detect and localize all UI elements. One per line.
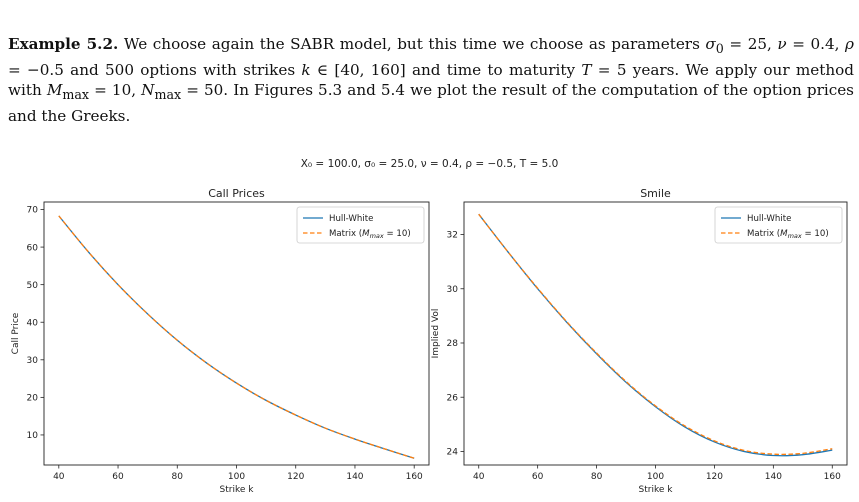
call-prices-xtick-label: 160 (406, 472, 423, 482)
smile-xtick-label: 120 (706, 472, 723, 482)
math-sigma: σ (705, 35, 716, 53)
smile-ytick-label: 24 (447, 448, 459, 458)
math-nu: ν (777, 35, 787, 53)
call-prices-xtick-label: 60 (112, 472, 124, 482)
smile-xtick-label: 160 (824, 472, 841, 482)
math-sub-max: max (62, 87, 90, 103)
smile-legend-box (714, 206, 843, 244)
math-k: k (301, 60, 311, 79)
call-prices-xtick-label: 140 (346, 472, 363, 482)
call-prices-xtick-label: 100 (228, 472, 245, 482)
call-prices-ytick-label: 30 (27, 356, 39, 366)
paragraph-text: = 25, (723, 35, 778, 53)
smile-ytick-label: 32 (447, 231, 458, 241)
paragraph-text: We choose again the SABR model, but this… (118, 35, 706, 53)
call-prices-legend-label: Matrix (Mmax = 10) (329, 229, 411, 240)
call-prices-ylabel: Call Price (11, 312, 21, 354)
call-prices-legend-label: Hull-White (329, 214, 373, 224)
paragraph-text: = −0.5 and 500 options with strikes (8, 60, 302, 79)
call-prices-series-matrix-line (58, 215, 415, 459)
smile-xtick-label: 40 (473, 472, 485, 482)
smile-legend-label: Matrix (Mmax = 10) (747, 229, 829, 240)
paragraph-text: = 50. In Figures 5.3 and 5.4 we plot the… (8, 81, 854, 125)
paragraph-text: = 0.4, (786, 35, 846, 53)
paragraph-text: = 5 years. We apply our method with (8, 60, 855, 100)
smile-xlabel: Strike k (639, 485, 674, 495)
call-prices-ytick-label: 50 (27, 281, 39, 291)
smile-xtick-label: 60 (532, 472, 544, 482)
paragraph-text: ∈ [40, 160] and time to maturity (310, 60, 582, 79)
call-prices-ytick-label: 70 (27, 206, 39, 216)
call-prices-series-hull-white-line (58, 215, 415, 459)
smile-ytick-label: 28 (447, 339, 459, 349)
paragraph-text: = 10, (89, 81, 142, 100)
smile-xtick-label: 140 (765, 472, 782, 482)
smile-ytick-label: 30 (447, 285, 459, 295)
call-prices-legend-box (296, 206, 425, 244)
smile-series-hull-white-line (478, 213, 833, 457)
figure-suptitle: X₀ = 100.0, σ₀ = 25.0, ν = 0.4, ρ = −0.5… (300, 158, 559, 170)
example-paragraph: Example 5.2. We choose again the SABR mo… (8, 34, 854, 126)
math-rho: ρ (845, 35, 854, 53)
call-prices-ytick-label: 10 (27, 431, 39, 441)
smile-xtick-label: 80 (591, 472, 603, 482)
smile-legend-label: Hull-White (747, 214, 791, 224)
smile-ylabel: Implied Vol (431, 309, 441, 359)
smile-series-matrix-line (478, 213, 833, 456)
smile-ytick-label: 26 (447, 393, 459, 403)
call-prices-xlabel: Strike k (220, 485, 255, 495)
math-N: N (141, 81, 155, 100)
call-prices-xtick-label: 120 (287, 472, 304, 482)
call-prices-ytick-label: 60 (27, 243, 39, 253)
math-sub-max: max (154, 87, 182, 103)
math-T: T (581, 60, 592, 79)
call-prices-ytick-label: 40 (27, 318, 39, 328)
smile-title: Smile (640, 187, 671, 200)
call-prices-ytick-label: 20 (27, 394, 39, 404)
call-prices-title: Call Prices (208, 187, 265, 200)
math-sub-0: 0 (715, 41, 724, 57)
call-prices-xtick-label: 80 (172, 472, 184, 482)
math-M: M (46, 81, 63, 100)
call-prices-xtick-label: 40 (53, 472, 65, 482)
example-label: Example 5.2. (8, 35, 119, 53)
smile-xtick-label: 100 (647, 472, 664, 482)
